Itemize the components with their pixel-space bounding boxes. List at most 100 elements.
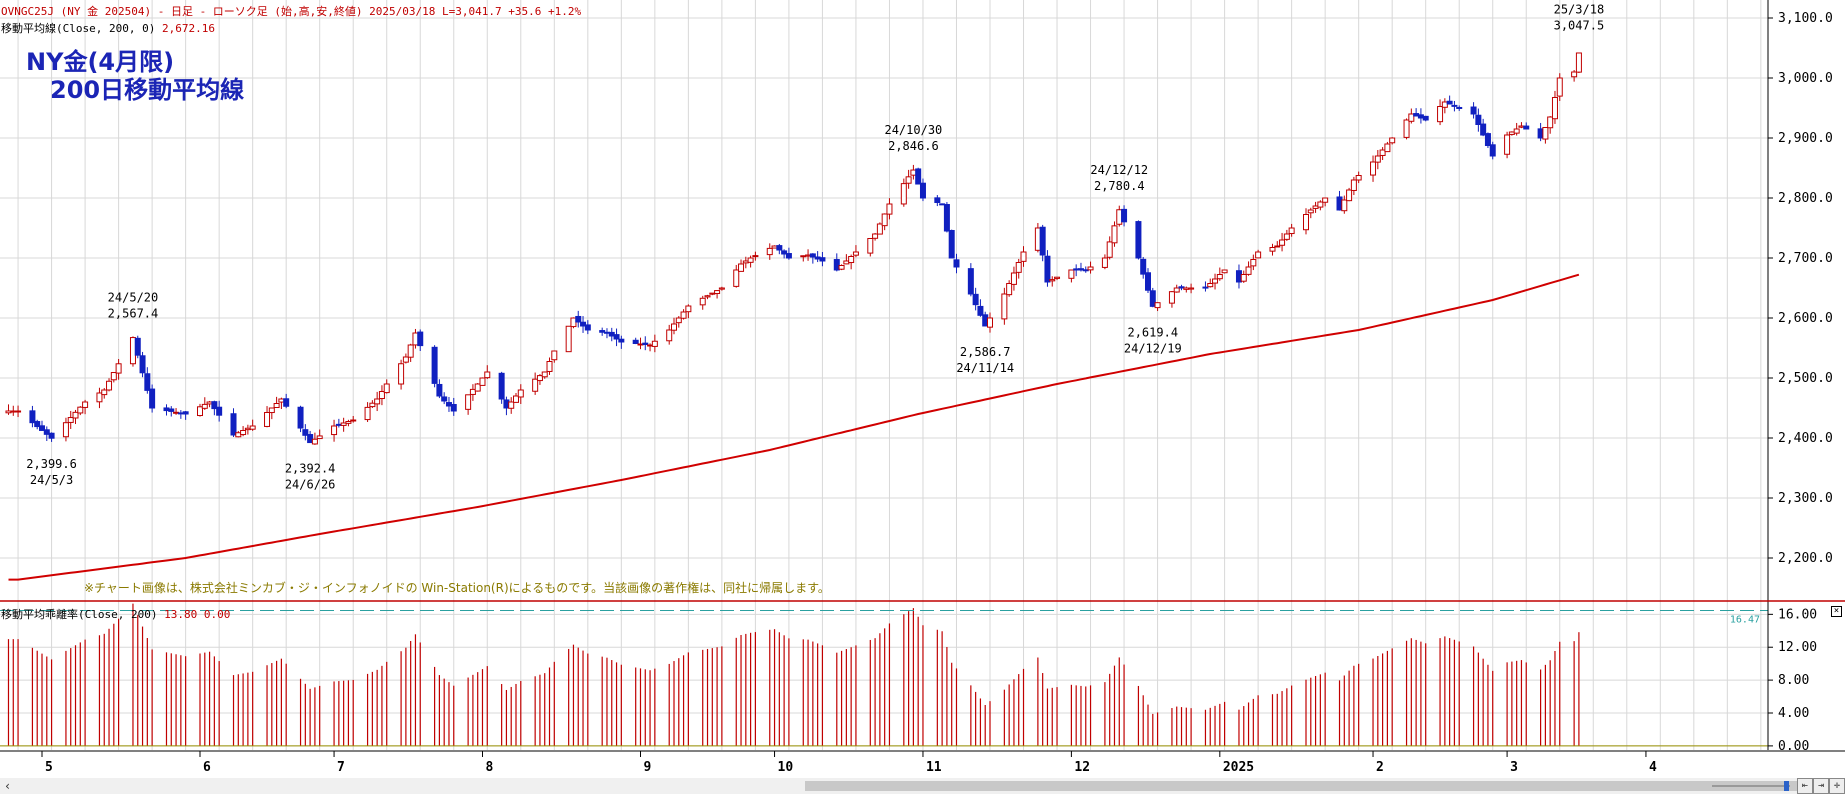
candle: [967, 268, 974, 295]
candle: [508, 401, 515, 409]
candle: [551, 350, 558, 361]
candle: [977, 305, 984, 316]
candle: [34, 421, 41, 428]
candle: [173, 411, 180, 414]
candle: [742, 260, 749, 264]
candle: [1346, 189, 1353, 202]
candle: [1547, 116, 1554, 129]
candle: [1240, 274, 1247, 282]
candle: [771, 245, 778, 249]
candle: [144, 373, 151, 391]
candle: [805, 254, 812, 257]
candle: [671, 323, 677, 331]
candle: [211, 401, 218, 410]
oscillator-tick-label: 8.00: [1778, 673, 1809, 688]
candle: [738, 263, 745, 272]
candle: [881, 213, 888, 227]
candle: [110, 372, 117, 381]
candle: [297, 406, 304, 429]
candle: [565, 325, 572, 353]
expand-icon[interactable]: ⇥: [1813, 778, 1829, 794]
candle: [1183, 287, 1190, 290]
candle: [1374, 155, 1381, 163]
candle: [972, 293, 979, 306]
candle: [474, 383, 481, 392]
candle: [230, 413, 237, 436]
annotation-label: 2,619.4: [1127, 325, 1178, 339]
candle: [10, 410, 17, 413]
candle: [785, 253, 792, 259]
candle: [1121, 208, 1128, 223]
candle: [599, 330, 606, 333]
candle: [240, 430, 247, 436]
candle: [441, 396, 448, 402]
candle: [1475, 114, 1482, 125]
candle: [1106, 241, 1113, 258]
candle: [1077, 268, 1084, 271]
price-tick-label: 2,800.0: [1778, 191, 1833, 206]
time-tick-label: 2025: [1223, 760, 1254, 775]
candle: [1010, 272, 1017, 285]
candle: [311, 438, 318, 445]
candle: [1413, 113, 1420, 117]
candle: [1575, 52, 1582, 73]
annotation-label: 24/10/30: [884, 123, 942, 137]
time-tick-label: 5: [45, 760, 53, 775]
candle: [450, 404, 457, 412]
candle: [1202, 286, 1209, 289]
candle: [1283, 233, 1290, 240]
candle: [919, 182, 926, 199]
candle: [398, 363, 405, 385]
zoom-slider-track: [1712, 785, 1790, 787]
candle: [517, 389, 524, 398]
time-tick-label: 4: [1649, 760, 1657, 775]
price-tick-label: 2,600.0: [1778, 311, 1833, 326]
close-icon[interactable]: ×: [1831, 606, 1842, 617]
copyright-notice: ※チャート画像は、株式会社ミンカブ・ジ・インフォノイドの Win-Station…: [84, 581, 830, 595]
crosshair-icon[interactable]: ✛: [1829, 778, 1845, 794]
candle: [608, 331, 615, 337]
annotation-label: 2,586.7: [960, 345, 1011, 359]
candle: [302, 429, 309, 436]
candle: [1350, 179, 1357, 191]
candle: [666, 329, 673, 342]
candle: [704, 295, 711, 298]
candle: [680, 311, 687, 319]
candle: [1336, 196, 1343, 211]
candle: [536, 375, 543, 382]
scroll-thumb[interactable]: [805, 781, 1800, 791]
candle: [1255, 251, 1262, 259]
horizontal-scrollbar[interactable]: ‹ ⇤ ⇥ ✛: [0, 778, 1845, 794]
candle: [264, 412, 271, 427]
candle: [235, 432, 242, 438]
candle: [1073, 268, 1080, 271]
candle: [1068, 269, 1075, 279]
candle: [369, 402, 376, 408]
candle: [532, 378, 539, 392]
candle: [570, 317, 577, 328]
candle: [618, 338, 625, 343]
candle: [541, 371, 548, 378]
candle: [1178, 286, 1185, 289]
candle: [1235, 270, 1242, 283]
candle: [149, 388, 156, 409]
candle: [1389, 137, 1396, 144]
candle: [1034, 227, 1041, 251]
shrink-icon[interactable]: ⇤: [1797, 778, 1813, 794]
candle: [642, 342, 649, 346]
chevron-left-icon[interactable]: ‹: [4, 779, 12, 793]
deviation-bar-series: 16.47: [0, 603, 1768, 747]
time-tick-label: 12: [1074, 760, 1090, 775]
candle: [934, 197, 941, 203]
zoom-slider[interactable]: [1712, 781, 1790, 791]
candle: [316, 435, 323, 440]
candle: [1341, 199, 1348, 212]
candle: [197, 406, 203, 417]
candle: [1216, 274, 1223, 280]
candle: [915, 168, 922, 185]
candle: [96, 392, 103, 403]
zoom-slider-knob[interactable]: [1784, 781, 1789, 791]
time-tick-label: 8: [485, 760, 493, 775]
candle: [465, 394, 472, 410]
candle: [546, 361, 553, 372]
